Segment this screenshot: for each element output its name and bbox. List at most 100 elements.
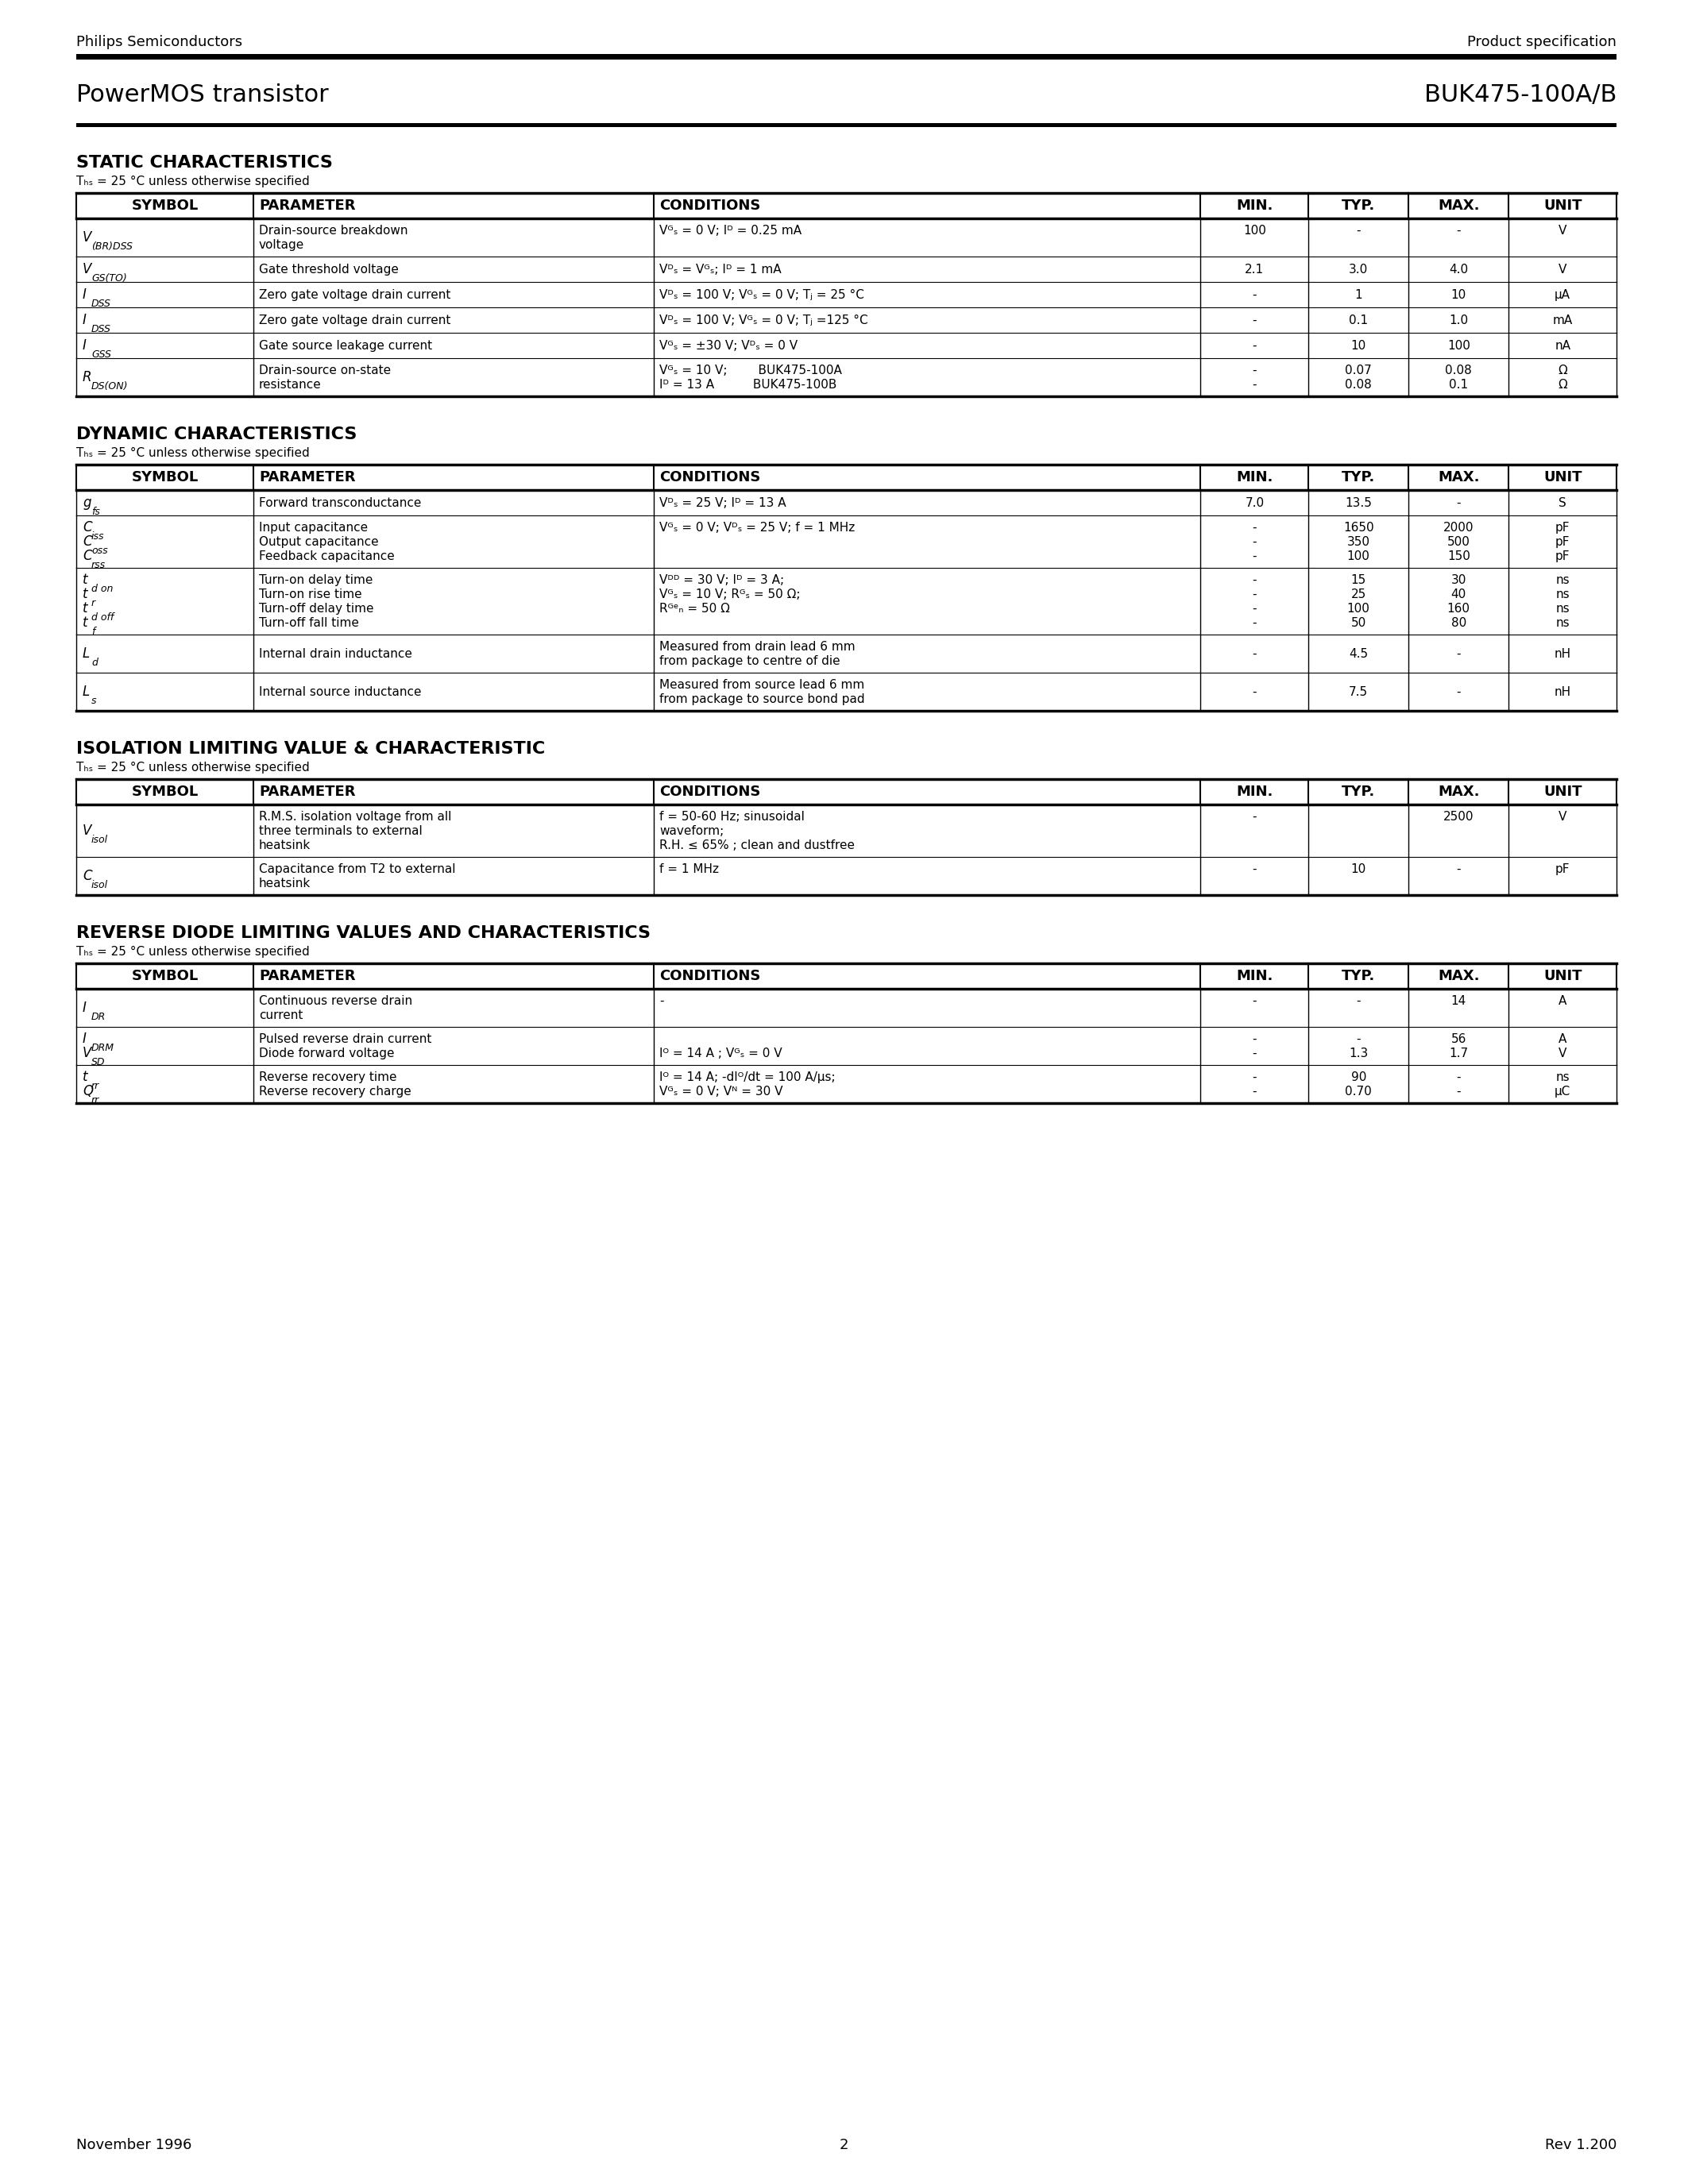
Bar: [76, 989, 1617, 1026]
Text: SYMBOL: SYMBOL: [132, 470, 197, 485]
Text: 2: 2: [839, 2138, 849, 2151]
Text: Measured from source lead 6 mm: Measured from source lead 6 mm: [660, 679, 864, 690]
Text: -: -: [1252, 863, 1258, 876]
Text: Turn-off fall time: Turn-off fall time: [258, 616, 360, 629]
Text: 13.5: 13.5: [1345, 496, 1372, 509]
Text: t: t: [83, 616, 88, 629]
Text: SYMBOL: SYMBOL: [132, 970, 197, 983]
Text: I: I: [83, 288, 86, 301]
Bar: [76, 963, 1617, 989]
Text: ns: ns: [1556, 587, 1570, 601]
Text: 15: 15: [1350, 574, 1366, 585]
Text: -: -: [1252, 1085, 1258, 1096]
Text: d off: d off: [91, 612, 113, 622]
Text: 500: 500: [1447, 535, 1470, 548]
Text: Tₕₛ = 25 °C unless otherwise specified: Tₕₛ = 25 °C unless otherwise specified: [76, 762, 309, 773]
Text: 14: 14: [1452, 994, 1467, 1007]
Text: R: R: [83, 369, 91, 384]
Text: V: V: [83, 823, 91, 839]
Text: SYMBOL: SYMBOL: [132, 784, 197, 799]
Text: MAX.: MAX.: [1438, 784, 1479, 799]
Bar: [76, 122, 1617, 127]
Text: DSS: DSS: [91, 299, 111, 308]
Text: Zero gate voltage drain current: Zero gate voltage drain current: [258, 288, 451, 301]
Text: nH: nH: [1555, 649, 1572, 660]
Text: heatsink: heatsink: [258, 839, 311, 852]
Text: fs: fs: [91, 507, 100, 518]
Bar: [76, 332, 1617, 358]
Text: pF: pF: [1555, 522, 1570, 533]
Bar: [76, 55, 1617, 59]
Text: 2.1: 2.1: [1246, 264, 1264, 275]
Text: Philips Semiconductors: Philips Semiconductors: [76, 35, 243, 50]
Text: C: C: [83, 548, 91, 563]
Text: -: -: [1457, 1085, 1460, 1096]
Text: UNIT: UNIT: [1543, 784, 1582, 799]
Text: I: I: [83, 1000, 86, 1016]
Text: g: g: [83, 496, 91, 509]
Bar: [76, 256, 1617, 282]
Bar: [76, 515, 1617, 568]
Bar: [76, 673, 1617, 710]
Text: -: -: [1252, 339, 1258, 352]
Text: f: f: [91, 627, 95, 638]
Bar: [76, 856, 1617, 895]
Text: -: -: [1252, 603, 1258, 614]
Text: 0.07: 0.07: [1345, 365, 1372, 376]
Text: PARAMETER: PARAMETER: [258, 199, 356, 212]
Text: 350: 350: [1347, 535, 1371, 548]
Text: f = 1 MHz: f = 1 MHz: [660, 863, 719, 876]
Text: V: V: [1558, 264, 1566, 275]
Text: Internal source inductance: Internal source inductance: [258, 686, 422, 697]
Text: rr: rr: [91, 1094, 100, 1105]
Text: Turn-on delay time: Turn-on delay time: [258, 574, 373, 585]
Text: 1: 1: [1355, 288, 1362, 301]
Text: Vᴳₛ = ±30 V; Vᴰₛ = 0 V: Vᴳₛ = ±30 V; Vᴰₛ = 0 V: [660, 339, 798, 352]
Text: -: -: [1252, 649, 1258, 660]
Text: Internal drain inductance: Internal drain inductance: [258, 649, 412, 660]
Bar: [76, 192, 1617, 218]
Text: resistance: resistance: [258, 378, 321, 391]
Text: μC: μC: [1555, 1085, 1570, 1096]
Bar: [76, 804, 1617, 856]
Bar: [76, 568, 1617, 636]
Text: 0.08: 0.08: [1445, 365, 1472, 376]
Text: Rᴳᵉₙ = 50 Ω: Rᴳᵉₙ = 50 Ω: [660, 603, 729, 614]
Text: CONDITIONS: CONDITIONS: [660, 784, 761, 799]
Text: -: -: [1252, 522, 1258, 533]
Text: 100: 100: [1347, 603, 1371, 614]
Text: -: -: [1457, 225, 1460, 236]
Text: Vᴳₛ = 0 V; Vᴰₛ = 25 V; f = 1 MHz: Vᴳₛ = 0 V; Vᴰₛ = 25 V; f = 1 MHz: [660, 522, 856, 533]
Text: Reverse recovery charge: Reverse recovery charge: [258, 1085, 412, 1096]
Text: Ω: Ω: [1558, 365, 1566, 376]
Text: TYP.: TYP.: [1342, 470, 1376, 485]
Text: Zero gate voltage drain current: Zero gate voltage drain current: [258, 314, 451, 325]
Text: 4.0: 4.0: [1448, 264, 1469, 275]
Text: Drain-source on-state: Drain-source on-state: [258, 365, 392, 376]
Text: Vᴰₛ = Vᴳₛ; Iᴰ = 1 mA: Vᴰₛ = Vᴳₛ; Iᴰ = 1 mA: [660, 264, 782, 275]
Text: Iᴼ = 14 A; -dIᴼ/dt = 100 A/μs;: Iᴼ = 14 A; -dIᴼ/dt = 100 A/μs;: [660, 1070, 836, 1083]
Text: I: I: [83, 1031, 86, 1046]
Text: PARAMETER: PARAMETER: [258, 784, 356, 799]
Text: voltage: voltage: [258, 238, 304, 251]
Text: nA: nA: [1555, 339, 1570, 352]
Text: DSS: DSS: [91, 323, 111, 334]
Text: isol: isol: [91, 834, 108, 845]
Text: MAX.: MAX.: [1438, 199, 1479, 212]
Bar: [76, 1026, 1617, 1066]
Text: ns: ns: [1556, 574, 1570, 585]
Text: Vᴳₛ = 10 V; Rᴳₛ = 50 Ω;: Vᴳₛ = 10 V; Rᴳₛ = 50 Ω;: [660, 587, 800, 601]
Text: PARAMETER: PARAMETER: [258, 470, 356, 485]
Text: V: V: [83, 1046, 91, 1059]
Text: -: -: [1357, 994, 1361, 1007]
Text: -: -: [1357, 225, 1361, 236]
Text: DYNAMIC CHARACTERISTICS: DYNAMIC CHARACTERISTICS: [76, 426, 356, 443]
Text: rss: rss: [91, 559, 106, 570]
Text: s: s: [91, 697, 96, 705]
Text: Product specification: Product specification: [1467, 35, 1617, 50]
Text: Vᴰᴰ = 30 V; Iᴰ = 3 A;: Vᴰᴰ = 30 V; Iᴰ = 3 A;: [660, 574, 785, 585]
Text: -: -: [1252, 587, 1258, 601]
Text: 0.1: 0.1: [1448, 378, 1469, 391]
Text: 25: 25: [1350, 587, 1366, 601]
Text: 0.08: 0.08: [1345, 378, 1372, 391]
